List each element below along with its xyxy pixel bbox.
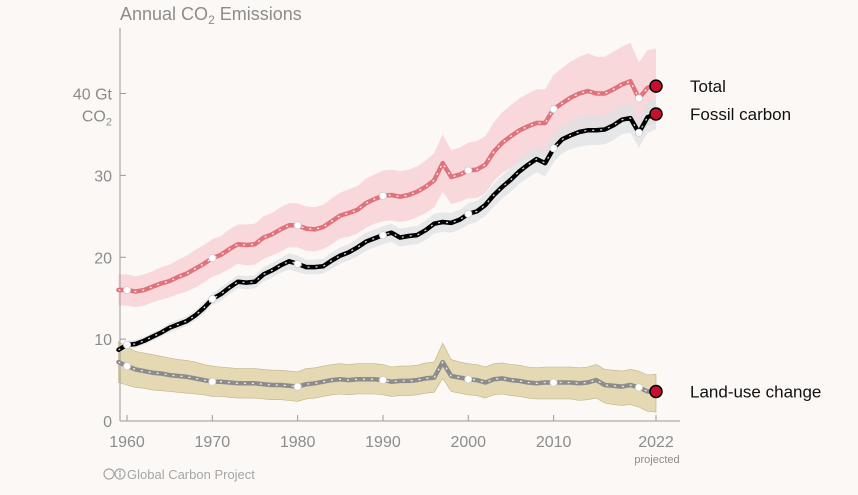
y-axis-label-part: CO bbox=[82, 109, 106, 126]
title-part: Emissions bbox=[215, 4, 302, 24]
data-point bbox=[123, 285, 132, 294]
y-axis-label-line1: 40 Gt bbox=[73, 87, 113, 104]
x-tick-label: 1970 bbox=[195, 434, 231, 451]
axes: 0 10 20 30 40 Gt CO2 1960 1970 1980 1990 2000 2010 2… bbox=[73, 28, 680, 466]
endpoint-marker bbox=[649, 107, 663, 121]
series-label: Land-use change bbox=[690, 383, 821, 402]
x-tick-label: 2022 bbox=[638, 434, 674, 451]
data-point bbox=[464, 375, 473, 384]
data-point bbox=[378, 231, 387, 240]
data-point bbox=[634, 94, 643, 103]
x-tick-label: 2010 bbox=[536, 434, 572, 451]
data-point bbox=[208, 377, 217, 386]
data-point bbox=[549, 105, 558, 114]
y-axis-label-line2: CO2 bbox=[82, 109, 112, 129]
x-tick-label: 2000 bbox=[450, 434, 486, 451]
y-tick-label: 0 bbox=[103, 414, 112, 431]
creative-commons-icon bbox=[103, 468, 126, 480]
data-point bbox=[549, 378, 558, 387]
data-point bbox=[549, 144, 558, 153]
x-tick-label: 1960 bbox=[109, 434, 145, 451]
data-point bbox=[378, 191, 387, 200]
line-fossil-carbon bbox=[116, 111, 659, 353]
data-point bbox=[208, 295, 217, 304]
band-total bbox=[118, 42, 656, 308]
y-tick-label: 20 bbox=[94, 250, 112, 267]
data-point bbox=[464, 166, 473, 175]
series-label: Fossil carbon bbox=[690, 105, 791, 124]
y-tick-label: 10 bbox=[94, 332, 112, 349]
x-tick-note: projected bbox=[634, 454, 679, 466]
series-label: Total bbox=[690, 77, 726, 96]
data-point bbox=[293, 259, 302, 268]
title-part: Annual CO bbox=[120, 4, 208, 24]
data-point bbox=[208, 254, 217, 263]
data-point bbox=[634, 383, 643, 392]
line-dots-total bbox=[118, 80, 657, 293]
data-point bbox=[378, 376, 387, 385]
x-tick-label: 1990 bbox=[365, 434, 401, 451]
y-tick-label: 30 bbox=[94, 168, 112, 185]
series-labels: Total Fossil carbon Land-use change bbox=[690, 77, 821, 401]
x-tick-label: 1980 bbox=[280, 434, 316, 451]
band-land-use-change bbox=[118, 341, 657, 413]
endpoint-marker bbox=[649, 384, 663, 399]
credit-text: Global Carbon Project bbox=[127, 467, 255, 482]
series-markers bbox=[123, 79, 663, 399]
uncertainty-bands bbox=[118, 42, 657, 413]
credit: Global Carbon Project bbox=[103, 467, 255, 482]
band-fossil-carbon bbox=[118, 98, 656, 354]
data-point bbox=[123, 340, 132, 349]
title-subscript: 2 bbox=[208, 13, 215, 27]
line-dots-land-use-change bbox=[118, 360, 656, 393]
endpoint-marker bbox=[649, 79, 663, 93]
series-lines bbox=[116, 78, 659, 394]
data-point bbox=[464, 209, 473, 218]
y-axis-label-subscript: 2 bbox=[106, 117, 112, 129]
chart-title: Annual CO2 Emissions bbox=[120, 4, 302, 27]
data-point bbox=[634, 128, 643, 137]
data-point bbox=[123, 362, 132, 371]
data-point bbox=[293, 221, 302, 230]
data-point bbox=[293, 382, 302, 391]
